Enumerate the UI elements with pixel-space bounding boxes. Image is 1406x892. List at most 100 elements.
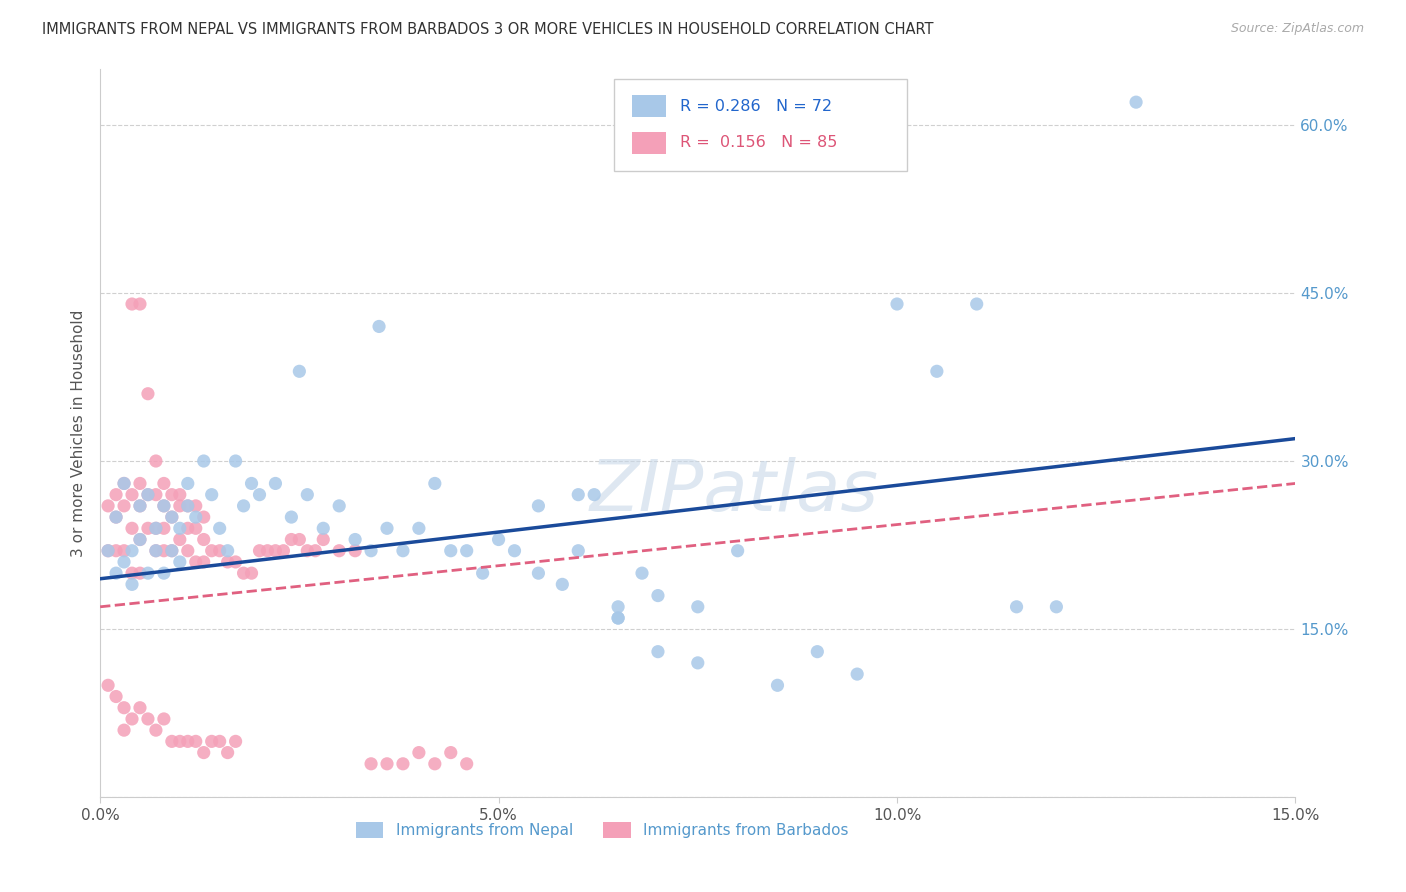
Point (160, 510, 183, 524)
Point (240, 476, 263, 491)
Point (153, 499, 176, 513)
Point (160, 488, 183, 502)
Point (727, 543, 749, 558)
Point (193, 746, 215, 760)
Point (136, 712, 159, 726)
Point (806, 645, 828, 659)
Point (686, 656, 709, 670)
Point (488, 533, 510, 547)
Point (129, 476, 152, 491)
Point (105, 566, 128, 581)
Point (225, 454, 247, 468)
Point (129, 499, 152, 513)
Point (169, 488, 191, 502)
Point (145, 723, 167, 738)
Point (145, 521, 167, 535)
Point (264, 543, 287, 558)
Point (631, 566, 654, 581)
Point (297, 488, 319, 502)
Point (145, 488, 167, 502)
Point (129, 499, 152, 513)
Point (567, 488, 589, 502)
Point (184, 499, 207, 513)
Point (169, 499, 191, 513)
Point (97, 499, 120, 513)
Y-axis label: 3 or more Vehicles in Household: 3 or more Vehicles in Household (72, 310, 86, 557)
Point (217, 555, 239, 569)
Point (153, 566, 176, 581)
Point (145, 543, 167, 558)
Point (112, 700, 135, 714)
Point (177, 476, 200, 491)
Point (304, 543, 326, 558)
Point (288, 364, 311, 378)
Point (169, 734, 191, 748)
Point (240, 566, 263, 581)
Bar (633, 132, 665, 153)
Point (136, 488, 159, 502)
Point (456, 543, 478, 558)
Point (121, 488, 143, 502)
Point (408, 746, 430, 760)
Point (121, 297, 143, 311)
Point (647, 645, 669, 659)
Point (112, 476, 135, 491)
Point (160, 543, 183, 558)
Legend: Immigrants from Nepal, Immigrants from Barbados: Immigrants from Nepal, Immigrants from B… (350, 816, 855, 845)
Text: Source: ZipAtlas.com: Source: ZipAtlas.com (1230, 22, 1364, 36)
Point (136, 566, 159, 581)
Point (97, 543, 120, 558)
Point (925, 364, 948, 378)
Point (1045, 599, 1067, 614)
Point (145, 543, 167, 558)
Point (208, 543, 231, 558)
Point (249, 488, 271, 502)
Point (647, 589, 669, 603)
Point (273, 543, 295, 558)
Point (344, 543, 367, 558)
Point (193, 533, 215, 547)
Point (368, 319, 391, 334)
FancyBboxPatch shape (614, 79, 907, 170)
Point (121, 566, 143, 581)
Point (105, 510, 128, 524)
Point (328, 543, 350, 558)
Point (1005, 599, 1028, 614)
Point (297, 543, 319, 558)
Point (607, 611, 630, 625)
Point (136, 386, 159, 401)
Point (193, 510, 215, 524)
Point (177, 499, 200, 513)
Point (160, 510, 183, 524)
Point (471, 566, 494, 581)
Point (153, 543, 176, 558)
Point (312, 521, 335, 535)
Point (121, 543, 143, 558)
Point (232, 499, 254, 513)
Point (129, 566, 152, 581)
Point (232, 566, 254, 581)
Point (280, 533, 302, 547)
Point (177, 521, 200, 535)
Point (136, 488, 159, 502)
Point (121, 521, 143, 535)
Point (503, 543, 526, 558)
Point (184, 510, 207, 524)
Point (1125, 95, 1147, 110)
Point (225, 555, 247, 569)
Point (256, 543, 278, 558)
Point (97, 543, 120, 558)
Bar (633, 95, 665, 118)
Point (607, 599, 630, 614)
Point (129, 533, 152, 547)
Point (160, 543, 183, 558)
Point (208, 521, 231, 535)
Point (288, 533, 311, 547)
Point (966, 297, 988, 311)
Point (129, 297, 152, 311)
Point (686, 599, 709, 614)
Point (177, 734, 200, 748)
Point (105, 510, 128, 524)
Point (264, 476, 287, 491)
Point (527, 499, 550, 513)
